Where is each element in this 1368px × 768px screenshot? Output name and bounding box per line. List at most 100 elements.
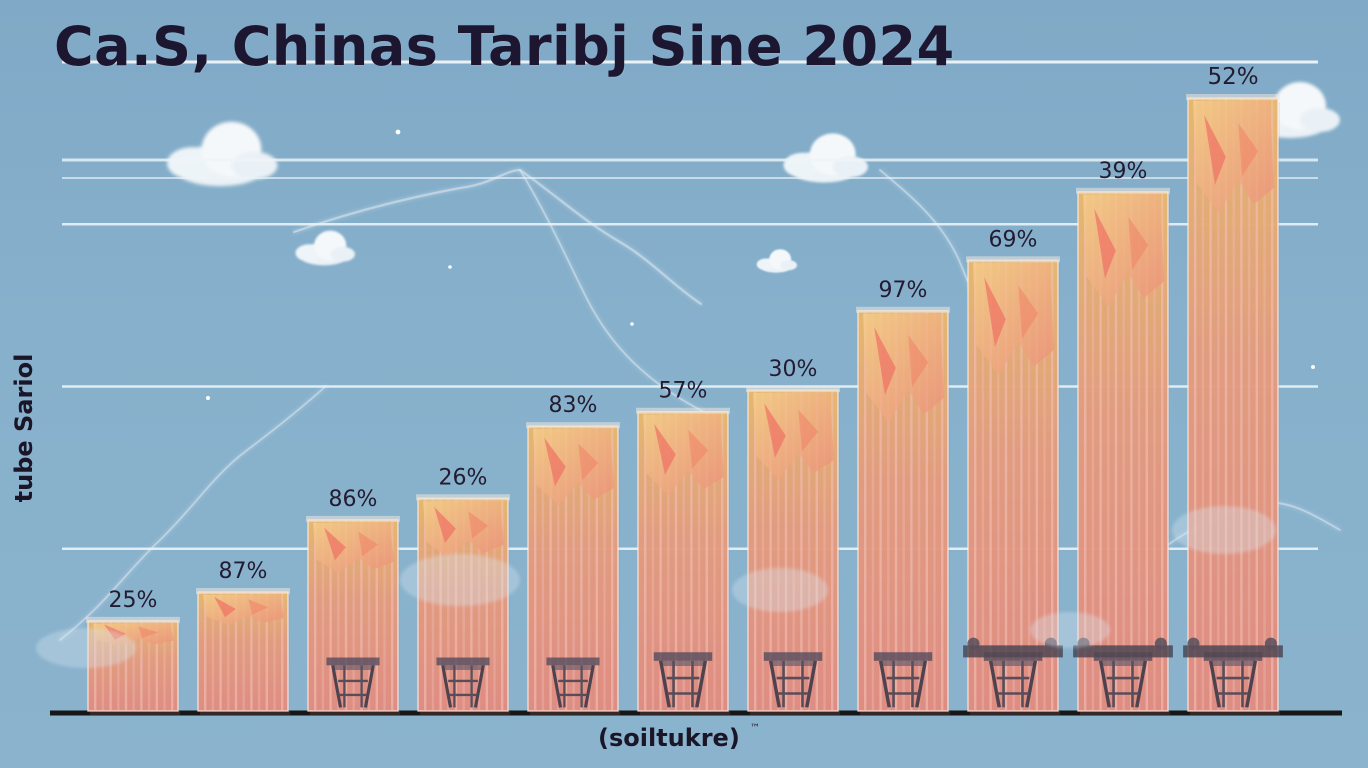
bar-stripe — [549, 427, 552, 710]
bar-stripe — [761, 391, 765, 710]
bar-stripe — [697, 412, 701, 710]
bar-stripe — [823, 391, 826, 710]
bar-group: 86% — [306, 487, 400, 715]
mist-cloud — [400, 554, 520, 606]
bar-stripe — [1012, 261, 1015, 710]
bar-accent — [874, 327, 896, 396]
bar-stripe — [383, 520, 386, 710]
mist-cloud — [1030, 612, 1110, 648]
bar-stripe — [1020, 261, 1023, 710]
bar-stripe — [534, 427, 537, 710]
cloud-left — [167, 121, 278, 187]
bar-stripe — [265, 593, 268, 710]
bar-stripe — [352, 520, 355, 710]
bar-stripe — [375, 520, 378, 710]
bar-stripe — [603, 427, 606, 710]
bar-stripe — [439, 499, 442, 710]
bar-stripe — [1240, 99, 1243, 711]
bar-highlight — [973, 262, 1054, 376]
bar-cap-line — [196, 588, 290, 595]
bar-stripe — [360, 520, 363, 710]
bar-accent — [248, 599, 269, 615]
bar-stripe — [485, 499, 488, 710]
bar-stripe — [117, 621, 120, 710]
bar-value-label: 39% — [1099, 159, 1148, 184]
bar-stripe — [659, 412, 662, 710]
bar-cap-line — [636, 407, 730, 414]
bar-accent — [1018, 285, 1039, 339]
bar-stripe — [557, 427, 560, 710]
bar-stripe — [925, 311, 928, 710]
bar-stripe — [242, 593, 245, 710]
spark-icon — [1311, 365, 1315, 369]
bar-highlight — [423, 500, 504, 558]
bar-stripe — [1153, 192, 1156, 711]
bar-stripe — [754, 391, 757, 710]
bar-stripe — [1004, 261, 1008, 710]
bar-cap-line — [1076, 187, 1170, 194]
bar-stripe — [1194, 99, 1197, 711]
bar-stripe — [391, 520, 394, 710]
bar-stripe — [974, 261, 977, 710]
bar-stripe — [784, 391, 788, 710]
bar-stripe — [690, 412, 693, 710]
bar-cap-line — [416, 494, 510, 501]
scaffold-icon — [1073, 637, 1173, 708]
cloud-mid-left — [295, 230, 355, 266]
scaffold-icon — [326, 657, 380, 708]
bar-stripe — [541, 427, 545, 710]
bar-highlight — [533, 428, 614, 506]
bar-stripe — [1255, 99, 1258, 711]
bar-accent — [1238, 123, 1259, 177]
bar-stripe — [132, 621, 135, 710]
bar-accent — [1128, 217, 1149, 271]
bar-stripe — [250, 593, 253, 710]
bar-stripe — [792, 391, 795, 710]
bar-accent — [468, 511, 489, 539]
bar-cap-line — [86, 616, 180, 623]
bar-stripe — [147, 621, 151, 710]
bar-highlight — [203, 594, 284, 626]
bar-stripe — [424, 499, 427, 710]
bar-stripe — [227, 593, 230, 710]
bar-accent — [1094, 208, 1116, 279]
bar-stripe — [1161, 192, 1164, 711]
bar-stripe — [887, 311, 890, 710]
scaffold-icon — [436, 657, 490, 708]
bar-stripe — [705, 412, 708, 710]
bar-stripe — [204, 593, 207, 710]
bar-stripe — [917, 311, 921, 710]
mist-cloud — [732, 568, 828, 612]
bar-group: 57% — [636, 379, 730, 715]
cloud-small — [756, 249, 797, 273]
bar-stripe — [109, 621, 112, 710]
bar-stripe — [879, 311, 882, 710]
bar-stripe — [595, 427, 598, 710]
bar-value-label: 83% — [549, 393, 598, 418]
bar-stripe — [674, 412, 678, 710]
bar-stripe — [234, 593, 238, 710]
bar-stripe — [682, 412, 685, 710]
bar-stripe — [493, 499, 496, 710]
bar-group: 30% — [746, 357, 840, 715]
bar-group: 87% — [196, 559, 290, 715]
bar-stripe — [572, 427, 575, 710]
bar-cap-line — [1186, 94, 1280, 101]
spark-icon — [630, 322, 634, 326]
bar-value-label: 25% — [109, 588, 158, 613]
bar-accent — [908, 335, 929, 387]
bar — [1187, 97, 1279, 712]
bar-accent — [324, 527, 346, 561]
spark-icon — [205, 395, 211, 401]
bar-accent — [654, 423, 676, 475]
bar-accent — [578, 443, 599, 481]
bar-stripe — [1145, 192, 1148, 711]
bar-highlight — [643, 413, 724, 496]
bar-stripe — [337, 520, 340, 710]
bar-stripe — [1035, 261, 1038, 710]
bar-stripe — [997, 261, 1000, 710]
bar-accent — [138, 626, 159, 639]
bar-highlight — [1083, 193, 1164, 307]
bar-series: 25% 87% 86% 26% 83% 57% 30% 97% 69% 39% 52% — [86, 64, 1283, 716]
